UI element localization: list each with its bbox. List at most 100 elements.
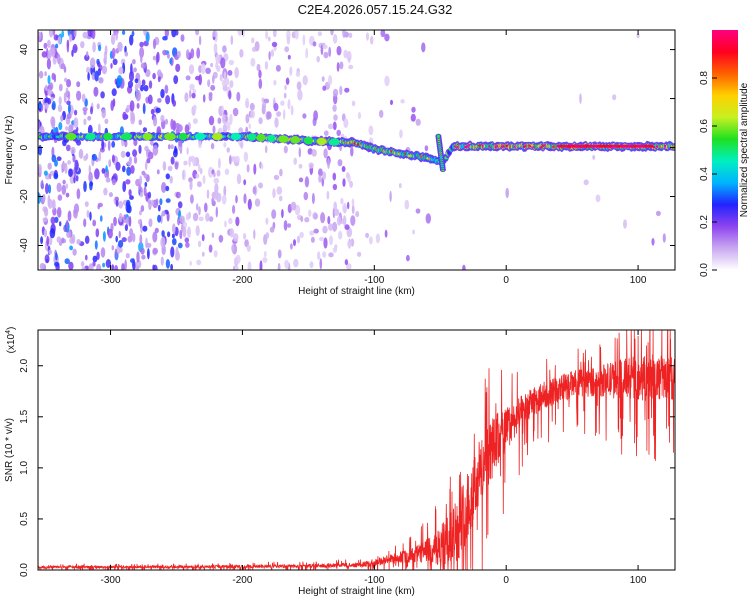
spectrogram-noise-blob xyxy=(356,251,362,257)
spectrogram-noise-blob xyxy=(152,55,156,61)
spectrogram-noise-blob xyxy=(245,113,250,124)
snr-background xyxy=(38,330,675,570)
spectrogram-noise-blob xyxy=(87,72,90,81)
spectrogram-noise-blob xyxy=(205,67,211,75)
spectrogram-noise-blob xyxy=(294,30,299,40)
spectrogram-noise-blob xyxy=(208,244,213,253)
spectrogram-noise-blob xyxy=(76,90,82,101)
spectrogram-noise-blob xyxy=(152,247,158,255)
spectrogram-frame xyxy=(37,29,676,271)
spectrogram-noise-blob xyxy=(88,263,94,270)
spectrogram-noise-blob xyxy=(62,179,66,185)
spectrogram-noise-blob xyxy=(140,247,145,255)
spectrogram-noise-blob xyxy=(333,201,338,211)
x-axis-tick-label: -100 xyxy=(364,275,384,286)
spectrogram-noise-blob xyxy=(351,100,356,107)
spectrogram-noise-blob xyxy=(64,258,70,265)
spectrogram-noise-blob xyxy=(136,102,140,109)
spectrogram-noise-blob xyxy=(268,36,271,42)
spectrogram-noise-blob xyxy=(139,192,144,198)
spectrogram-noise-blob xyxy=(296,235,301,244)
spectrogram-noise-blob xyxy=(384,75,390,87)
spectrogram-noise-blob xyxy=(132,232,136,243)
spectrogram-noise-blob xyxy=(125,179,131,185)
spectrogram-noise-blob xyxy=(264,61,268,70)
spectrogram-noise-blob xyxy=(285,77,290,85)
spectrogram-noise-blob xyxy=(53,172,59,180)
spectrogram-noise-blob xyxy=(347,201,350,210)
colorbar-tick-label: 0.2 xyxy=(699,215,710,229)
spectrogram-noise-blob xyxy=(48,30,54,38)
spectrogram-noise-blob xyxy=(68,261,74,270)
spectrogram-noise-blob xyxy=(224,168,230,176)
spectrogram-noise-blob xyxy=(57,194,63,201)
spectrogram-noise-blob xyxy=(298,177,304,183)
spectrogram-noise-blob xyxy=(365,232,370,239)
spectrogram-noise-blob xyxy=(213,177,220,184)
spectrogram-noise-blob xyxy=(348,32,353,38)
spectrogram-noise-blob xyxy=(135,265,139,270)
spectrogram-noise-blob xyxy=(229,155,232,165)
spectrogram-noise-blob xyxy=(343,118,349,128)
spectrogram-noise-blob xyxy=(217,157,221,169)
spectrogram-noise-blob xyxy=(129,71,134,82)
spectrogram-noise-blob xyxy=(161,210,166,217)
spectrogram-noise-blob xyxy=(260,163,264,170)
spectrogram-noise-blob xyxy=(317,31,323,37)
spectrogram-noise-blob xyxy=(140,205,145,212)
spectrogram-noise-blob xyxy=(49,228,56,239)
spectrogram-noise-blob xyxy=(235,216,240,227)
spectrogram-noise-blob xyxy=(293,157,298,165)
spectrogram-noise-blob xyxy=(86,51,89,58)
spectrogram-noise-blob xyxy=(63,92,67,103)
spectrogram-noise-blob xyxy=(327,216,331,225)
spectrogram-noise-blob xyxy=(146,242,152,248)
spectrogram-noise-blob xyxy=(332,172,337,181)
spectrogram-noise-blob xyxy=(277,249,282,259)
spectrogram-noise-blob xyxy=(173,149,178,158)
spectrogram-noise-blob xyxy=(82,31,89,39)
snr-exponent-label: (x104) xyxy=(5,327,17,354)
spectrogram-noise-blob xyxy=(300,216,304,223)
spectrogram-noise-blob xyxy=(222,45,227,53)
spectrogram-noise-blob xyxy=(114,265,118,270)
spectrogram-noise-blob xyxy=(156,169,160,175)
spectrogram-noise-blob xyxy=(248,123,251,130)
spectrogram-noise-blob xyxy=(116,75,123,87)
spectrogram-noise-blob xyxy=(201,63,206,75)
spectrogram-noise-blob xyxy=(120,150,126,158)
spectrogram-noise-blob xyxy=(398,183,402,189)
spectrogram-noise-blob xyxy=(155,107,161,114)
spectrogram-noise-blob xyxy=(235,195,238,204)
spectrogram-noise-blob xyxy=(165,185,170,192)
spectrogram-noise-blob xyxy=(221,194,227,205)
spectrogram-noise-blob xyxy=(305,47,309,59)
spectrogram-noise-blob xyxy=(104,45,108,55)
spectrogram-noise-blob xyxy=(115,161,121,171)
spectrogram-noise-blob xyxy=(277,262,281,270)
spectrogram-noise-blob xyxy=(97,202,103,208)
spectrogram-noise-blob xyxy=(124,259,127,270)
spectrogram-noise-blob xyxy=(129,34,134,46)
spectrogram-noise-blob xyxy=(287,54,291,60)
spectrogram-noise-blob xyxy=(212,30,218,38)
spectrogram-noise-blob xyxy=(210,142,215,150)
spectrogram-noise-blob xyxy=(273,102,279,112)
spectrogram-ridge-blob xyxy=(103,132,113,141)
spectrogram-noise-blob xyxy=(148,218,153,227)
spectrogram-ridge-blob xyxy=(290,136,300,144)
spectrogram-noise-blob xyxy=(126,104,130,112)
spectrogram-noise-blob xyxy=(53,73,57,83)
spectrogram-noise-blob xyxy=(223,185,227,197)
spectrogram-noise-blob xyxy=(425,213,431,224)
spectrogram-noise-blob xyxy=(66,113,72,120)
spectrogram-noise-blob xyxy=(126,166,132,176)
spectrogram-noise-blob xyxy=(141,254,146,260)
spectrogram-noise-blob xyxy=(293,239,296,247)
spectrogram-noise-blob xyxy=(262,257,268,263)
spectrogram-noise-blob xyxy=(58,83,63,92)
spectrogram-noise-blob xyxy=(143,186,147,197)
spectrogram-noise-blob xyxy=(595,194,601,203)
spectrogram-noise-blob xyxy=(157,204,161,212)
